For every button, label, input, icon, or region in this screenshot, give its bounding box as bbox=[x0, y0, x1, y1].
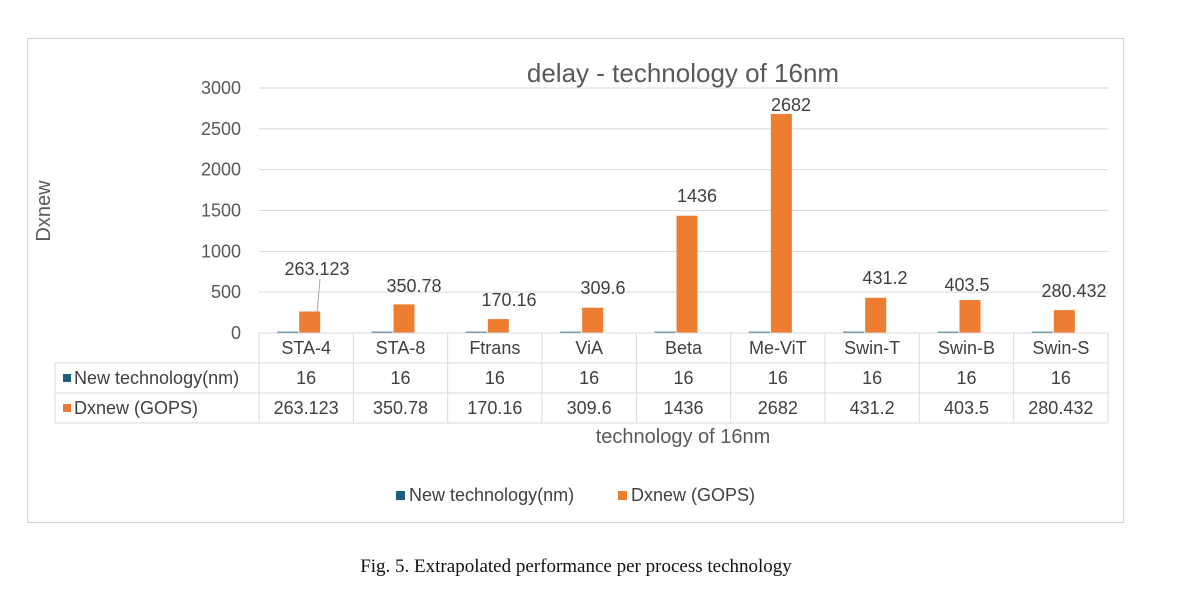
bar-new-technology bbox=[654, 331, 676, 333]
y-tick-label: 500 bbox=[211, 282, 241, 302]
x-tick-label: Me-ViT bbox=[749, 338, 807, 358]
bar-dxnew bbox=[959, 300, 981, 333]
legend-key-new-technology bbox=[396, 491, 405, 500]
x-tick-label: STA-4 bbox=[281, 338, 331, 358]
bar-dxnew bbox=[1053, 310, 1075, 333]
y-tick-label: 2000 bbox=[201, 160, 241, 180]
legend-label: New technology(nm) bbox=[409, 485, 574, 505]
chart-title: delay - technology of 16nm bbox=[527, 58, 839, 88]
data-label-dxnew: 280.432 bbox=[1041, 281, 1106, 301]
y-tick-label: 1000 bbox=[201, 241, 241, 261]
table-cell-value: 16 bbox=[390, 368, 410, 388]
table-cell-value: 16 bbox=[673, 368, 693, 388]
bar-chart: delay - technology of 16nm Dxnew 0 500 1000 1… bbox=[33, 58, 1109, 505]
table-cell-value: 309.6 bbox=[567, 398, 612, 418]
table-cell-value: 170.16 bbox=[467, 398, 522, 418]
data-label-dxnew: 263.123 bbox=[284, 259, 349, 279]
data-label-dxnew: 2682 bbox=[771, 95, 811, 115]
table-series-name: New technology(nm) bbox=[74, 368, 239, 388]
bar-new-technology bbox=[465, 331, 487, 333]
table-legend-key bbox=[63, 374, 71, 382]
table-cell-value: 2682 bbox=[758, 398, 798, 418]
x-tick-label: STA-8 bbox=[376, 338, 426, 358]
bar-new-technology bbox=[937, 331, 959, 333]
table-cell-value: 16 bbox=[956, 368, 976, 388]
table-cell-value: 16 bbox=[862, 368, 882, 388]
table-cell-value: 280.432 bbox=[1028, 398, 1093, 418]
bar-dxnew bbox=[865, 297, 887, 333]
y-tick-label: 3000 bbox=[201, 78, 241, 98]
bar-dxnew bbox=[299, 311, 321, 333]
bar-new-technology bbox=[843, 331, 865, 333]
x-tick-label: Beta bbox=[665, 338, 703, 358]
x-tick-label: Ftrans bbox=[469, 338, 520, 358]
bar-new-technology bbox=[560, 331, 582, 333]
data-label-dxnew: 1436 bbox=[677, 186, 717, 206]
x-axis-label: technology of 16nm bbox=[596, 426, 771, 448]
data-label-dxnew: 350.78 bbox=[386, 276, 441, 296]
bar-new-technology bbox=[277, 331, 299, 333]
y-tick-label: 2500 bbox=[201, 119, 241, 139]
bar-new-technology bbox=[1031, 331, 1053, 333]
x-tick-label: ViA bbox=[575, 338, 603, 358]
table-cell-value: 431.2 bbox=[850, 398, 895, 418]
legend-label: Dxnew (GOPS) bbox=[631, 485, 755, 505]
data-label-dxnew: 431.2 bbox=[862, 268, 907, 288]
table-cell-value: 1436 bbox=[663, 398, 703, 418]
table-cell-value: 16 bbox=[579, 368, 599, 388]
y-axis-label: Dxnew bbox=[33, 180, 55, 242]
bar-new-technology bbox=[748, 331, 770, 333]
table-cell-value: 16 bbox=[768, 368, 788, 388]
bar-dxnew bbox=[393, 304, 415, 333]
table-cell-value: 16 bbox=[485, 368, 505, 388]
data-label-leader bbox=[316, 278, 321, 314]
table-cell-value: 16 bbox=[1051, 368, 1071, 388]
x-tick-label: Swin-S bbox=[1032, 338, 1089, 358]
table-cell-value: 350.78 bbox=[373, 398, 428, 418]
data-label-dxnew: 403.5 bbox=[944, 275, 989, 295]
bar-dxnew bbox=[582, 307, 604, 333]
x-tick-label: Swin-T bbox=[844, 338, 900, 358]
table-cell-value: 16 bbox=[296, 368, 316, 388]
table-legend-key bbox=[63, 404, 71, 412]
data-label-dxnew: 170.16 bbox=[481, 290, 536, 310]
x-tick-label: Swin-B bbox=[938, 338, 995, 358]
chart-frame: delay - technology of 16nm Dxnew 0 500 1000 1… bbox=[27, 38, 1124, 523]
bar-dxnew bbox=[487, 319, 509, 333]
table-cell-value: 403.5 bbox=[944, 398, 989, 418]
figure-caption: Fig. 5. Extrapolated performance per pro… bbox=[360, 556, 792, 577]
y-tick-label: 1500 bbox=[201, 201, 241, 221]
bar-new-technology bbox=[371, 331, 393, 333]
table-cell-value: 263.123 bbox=[274, 398, 339, 418]
table-series-name: Dxnew (GOPS) bbox=[74, 398, 198, 418]
bar-dxnew bbox=[770, 113, 792, 333]
data-label-dxnew: 309.6 bbox=[580, 278, 625, 298]
y-tick-label: 0 bbox=[231, 323, 241, 343]
bar-dxnew bbox=[676, 215, 698, 333]
legend-key-dxnew bbox=[618, 491, 627, 500]
